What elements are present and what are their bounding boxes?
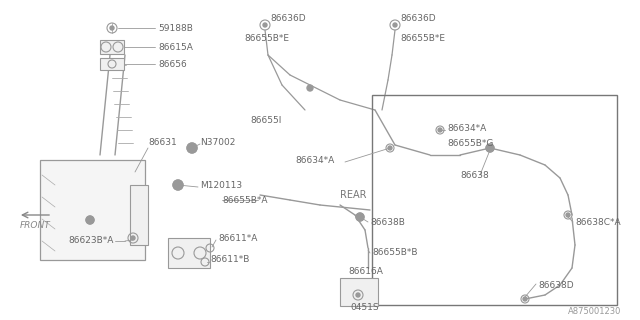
Text: 86634*A: 86634*A [295,156,334,164]
Text: 86655I: 86655I [250,116,282,124]
Circle shape [356,293,360,297]
Bar [40,160,145,260]
Bar [100,58,124,70]
Text: M120113: M120113 [200,180,242,189]
Text: N37002: N37002 [200,138,236,147]
Circle shape [356,213,364,221]
Text: FRONT: FRONT [20,220,51,229]
Text: 86623B*A: 86623B*A [68,236,113,244]
Circle shape [393,23,397,27]
Text: 86655B*G: 86655B*G [447,139,493,148]
Circle shape [438,128,442,132]
Text: 86638B: 86638B [370,218,405,227]
Circle shape [486,144,494,152]
Circle shape [566,213,570,217]
Text: 86638: 86638 [460,171,489,180]
Text: 86631: 86631 [148,138,177,147]
Text: 86611*A: 86611*A [218,234,257,243]
Text: 86656: 86656 [158,60,187,68]
Bar [100,40,124,54]
Text: 86655B*E: 86655B*E [244,34,289,43]
Text: 86636D: 86636D [400,13,436,22]
Circle shape [173,180,183,190]
Text: 0451S: 0451S [350,303,379,313]
Bar [130,185,148,245]
Text: 86655B*A: 86655B*A [222,196,268,204]
Circle shape [131,236,135,240]
Circle shape [187,143,197,153]
Circle shape [263,23,267,27]
Text: 86655B*E: 86655B*E [400,34,445,43]
Text: 86655B*B: 86655B*B [372,247,417,257]
Text: REAR: REAR [340,190,367,200]
Text: 86611*B: 86611*B [210,255,250,265]
Text: 86638D: 86638D [538,281,573,290]
Circle shape [86,216,94,224]
Text: 59188B: 59188B [158,23,193,33]
Circle shape [307,85,313,91]
Text: A875001230: A875001230 [568,308,621,316]
Text: 86634*A: 86634*A [447,124,486,132]
Text: 86616A: 86616A [348,267,383,276]
Circle shape [110,26,114,30]
Text: 86615A: 86615A [158,43,193,52]
Bar [168,238,210,268]
Bar [372,95,617,305]
Circle shape [388,146,392,150]
Text: 86638C*A: 86638C*A [575,218,621,227]
Bar [340,278,378,306]
Text: 86636D: 86636D [270,13,306,22]
Circle shape [523,297,527,301]
